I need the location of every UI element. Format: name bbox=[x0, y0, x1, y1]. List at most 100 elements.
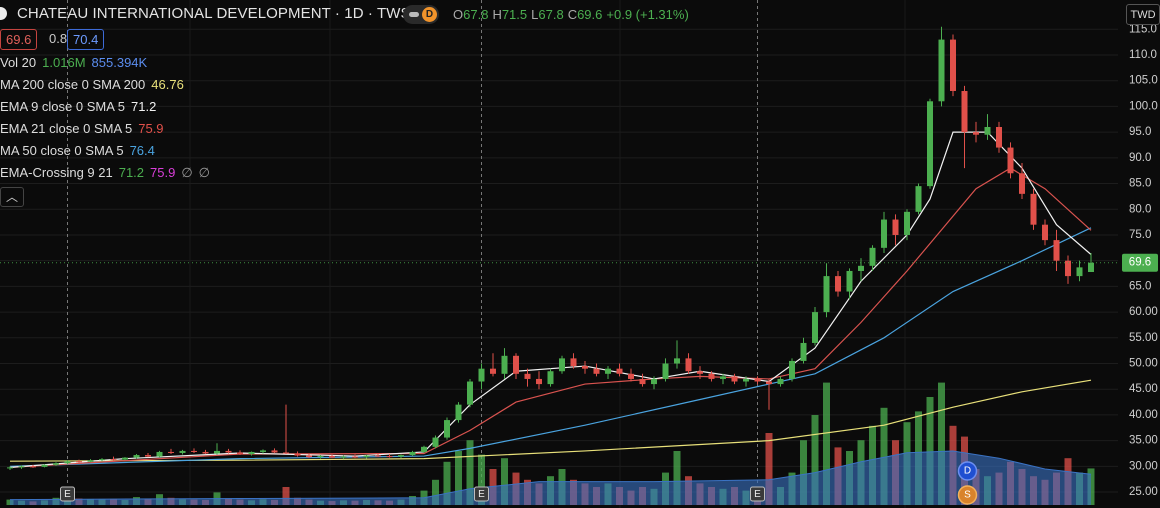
candle-body bbox=[317, 456, 324, 458]
collapse-button[interactable]: ︿ bbox=[0, 187, 24, 207]
spread: 0.8 bbox=[49, 31, 68, 46]
marker-label: S bbox=[964, 490, 971, 501]
indicator-row[interactable]: MA 200 close 0 SMA 200 46.76 bbox=[0, 77, 184, 92]
candle-body bbox=[823, 276, 830, 313]
y-tick-label: 100.0 bbox=[1129, 100, 1158, 112]
candle-body bbox=[1030, 193, 1037, 225]
candle-body bbox=[892, 219, 899, 235]
candle-body bbox=[777, 378, 784, 385]
volume-bar bbox=[880, 407, 888, 505]
candle-body bbox=[294, 453, 301, 456]
indicator-row[interactable]: MA 50 close 0 SMA 5 76.4 bbox=[0, 143, 155, 158]
indicator-value: 71.2 bbox=[118, 165, 145, 180]
volume-bar bbox=[501, 458, 508, 505]
indicator-name: Vol 20 bbox=[0, 55, 37, 70]
volume-bar bbox=[938, 382, 945, 505]
candle-body bbox=[927, 101, 933, 187]
candle-body bbox=[628, 373, 634, 379]
candle-body bbox=[835, 276, 841, 292]
indicator-row[interactable]: EMA 21 close 0 SMA 5 75.9 bbox=[0, 121, 164, 136]
candle-body bbox=[110, 459, 117, 461]
data-mode-badge[interactable]: D bbox=[403, 5, 439, 24]
candle-body bbox=[340, 456, 347, 458]
y-tick-label: 90.0 bbox=[1129, 152, 1151, 164]
marker-box bbox=[60, 486, 75, 502]
candle-body bbox=[593, 368, 600, 374]
ohlc-key: H bbox=[492, 7, 502, 22]
last-price-tag bbox=[1122, 253, 1158, 272]
candle-body bbox=[237, 452, 243, 455]
candle-body bbox=[950, 39, 956, 92]
event-marker[interactable]: E bbox=[60, 486, 75, 502]
candle-body bbox=[662, 363, 669, 379]
y-tick-label: 45.00 bbox=[1129, 383, 1158, 395]
marker-circle bbox=[957, 485, 978, 505]
ask-price[interactable]: 70.4 bbox=[67, 29, 105, 50]
last-price-label: 69.6 bbox=[1129, 257, 1151, 269]
candle-body bbox=[76, 461, 82, 463]
volume-bar bbox=[443, 461, 451, 505]
y-tick-label: 85.0 bbox=[1129, 178, 1151, 190]
candle-body bbox=[570, 358, 577, 367]
indicator-value: ∅ bbox=[198, 165, 210, 180]
volume-ma-line bbox=[9, 450, 1092, 501]
currency-selector[interactable]: TWD bbox=[1126, 4, 1160, 25]
y-tick-label: 30.00 bbox=[1129, 460, 1158, 472]
indicator-value: 76.4 bbox=[129, 143, 155, 158]
event-marker[interactable]: E bbox=[474, 486, 489, 502]
candle-body bbox=[271, 450, 278, 453]
indicator-name: MA 50 close 0 SMA 5 bbox=[0, 143, 124, 158]
candle-body bbox=[754, 378, 761, 382]
event-marker[interactable]: E bbox=[750, 486, 765, 502]
candle-body bbox=[18, 466, 25, 468]
candle-body bbox=[225, 450, 232, 453]
candle-body bbox=[1019, 173, 1025, 194]
candle-body bbox=[789, 360, 795, 379]
indicator-value: 46.76 bbox=[151, 77, 184, 92]
y-tick-label: 95.0 bbox=[1129, 126, 1151, 138]
indicator-row[interactable]: EMA-Crossing 9 21 71.2 75.9 ∅ ∅ bbox=[0, 165, 210, 181]
moving-average-line bbox=[9, 227, 1092, 467]
candle-body bbox=[685, 358, 692, 372]
event-marker[interactable]: S bbox=[957, 485, 978, 505]
candle-body bbox=[168, 451, 174, 453]
indicator-value: 71.2 bbox=[131, 99, 157, 114]
ohlc-readout: O67.8 H71.5 L67.8 C69.6 +0.9 (+1.31%) bbox=[453, 7, 693, 22]
price-change: +0.9 (+1.31%) bbox=[606, 7, 689, 22]
candle-body bbox=[191, 450, 197, 452]
y-tick-label: 110.0 bbox=[1129, 49, 1157, 61]
candle-body bbox=[639, 378, 646, 385]
y-tick-label: 80.0 bbox=[1129, 203, 1151, 215]
candle-body bbox=[202, 451, 209, 454]
candle-body bbox=[1042, 224, 1048, 241]
indicator-row[interactable]: Vol 20 1.016M 855.394K bbox=[0, 55, 147, 70]
event-marker[interactable]: D bbox=[957, 461, 978, 481]
symbol-icon bbox=[0, 7, 7, 20]
y-tick-label: 115.0 bbox=[1129, 23, 1157, 35]
indicator-value: 855.394K bbox=[91, 55, 148, 70]
candle-body bbox=[1076, 267, 1083, 277]
indicator-row[interactable]: EMA 9 close 0 SMA 5 71.2 bbox=[0, 99, 156, 114]
volume-bar bbox=[432, 479, 439, 505]
candle-body bbox=[961, 91, 968, 133]
ohlc-key: L bbox=[531, 7, 539, 22]
candle-body bbox=[30, 466, 36, 468]
candle-body bbox=[605, 368, 611, 374]
volume-bar bbox=[823, 382, 830, 505]
candle-body bbox=[720, 376, 726, 379]
y-tick-label: 60.00 bbox=[1129, 306, 1158, 318]
indicator-value: 75.9 bbox=[150, 165, 176, 180]
candle-body bbox=[846, 270, 853, 292]
indicator-value: 1.016M bbox=[42, 55, 86, 70]
symbol-title[interactable]: CHATEAU INTERNATIONAL DEVELOPMENT · 1D ·… bbox=[17, 5, 421, 22]
marker-label: D bbox=[964, 466, 971, 477]
marker-label: E bbox=[754, 489, 761, 500]
candle-body bbox=[616, 368, 623, 374]
candle-body bbox=[697, 371, 703, 374]
y-tick-label: 35.00 bbox=[1129, 435, 1158, 447]
volume-bar bbox=[455, 451, 462, 505]
y-tick-label: 50.00 bbox=[1129, 358, 1158, 370]
marker-circle bbox=[957, 461, 978, 481]
bid-price[interactable]: 69.6 bbox=[0, 29, 38, 50]
candle-body bbox=[455, 404, 462, 421]
